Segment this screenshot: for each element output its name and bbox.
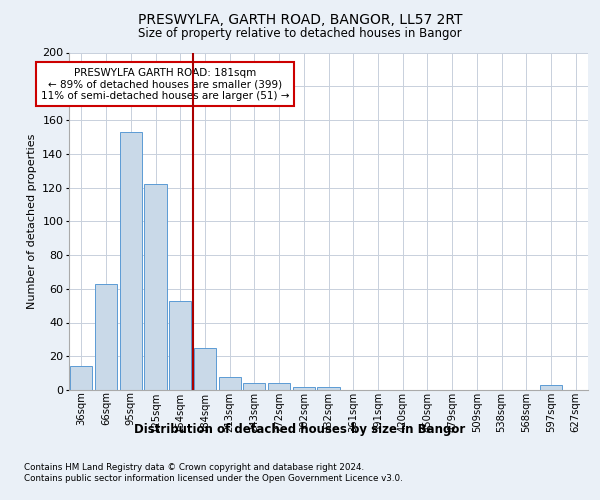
Bar (218, 376, 241, 390)
Y-axis label: Number of detached properties: Number of detached properties (27, 134, 37, 309)
Text: PRESWYLFA, GARTH ROAD, BANGOR, LL57 2RT: PRESWYLFA, GARTH ROAD, BANGOR, LL57 2RT (138, 12, 462, 26)
Bar (119, 132, 142, 390)
Bar (268, 383, 290, 390)
Bar (70, 366, 92, 390)
Bar (169, 300, 191, 390)
Text: Contains HM Land Registry data © Crown copyright and database right 2024.: Contains HM Land Registry data © Crown c… (24, 462, 364, 471)
Text: Contains public sector information licensed under the Open Government Licence v3: Contains public sector information licen… (24, 474, 403, 483)
Bar (540, 385, 562, 390)
Bar (194, 348, 216, 390)
Bar (317, 386, 340, 390)
Bar (293, 386, 315, 390)
Bar (145, 184, 167, 390)
Bar (243, 383, 265, 390)
Bar (95, 284, 117, 390)
Text: PRESWYLFA GARTH ROAD: 181sqm
← 89% of detached houses are smaller (399)
11% of s: PRESWYLFA GARTH ROAD: 181sqm ← 89% of de… (41, 68, 289, 101)
Text: Size of property relative to detached houses in Bangor: Size of property relative to detached ho… (138, 28, 462, 40)
Text: Distribution of detached houses by size in Bangor: Distribution of detached houses by size … (134, 422, 466, 436)
